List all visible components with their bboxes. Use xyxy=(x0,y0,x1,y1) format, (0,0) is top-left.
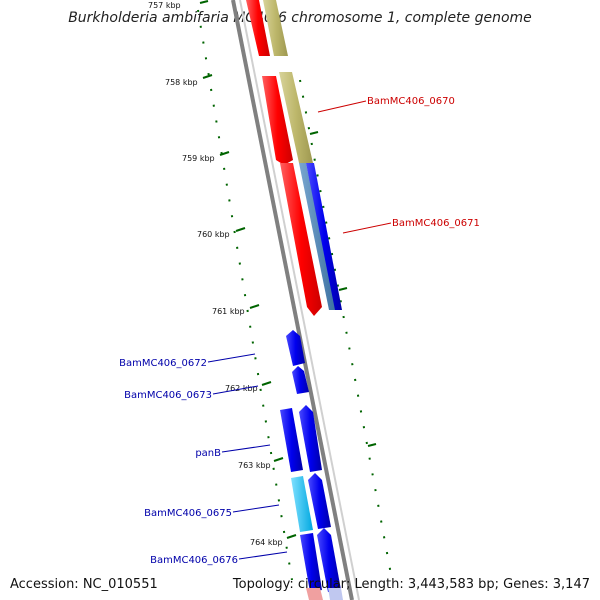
gene-features-top[interactable] xyxy=(246,0,342,316)
gene-feature-tan-1[interactable] xyxy=(263,0,288,56)
gene-label-0673[interactable]: BamMC406_0673 xyxy=(124,390,212,401)
cds-feature-0675[interactable] xyxy=(308,473,331,529)
cds-feature-0673[interactable] xyxy=(292,366,309,394)
cds-feature-red-2[interactable] xyxy=(262,76,293,165)
cds-feature-red-1[interactable] xyxy=(246,0,270,56)
gene-label-0672[interactable]: BamMC406_0672 xyxy=(119,358,207,369)
tick-group: 757 kbp 758 kbp 759 kbp 760 kbp 761 kbp … xyxy=(148,0,377,547)
cds-feature-panb-left[interactable] xyxy=(280,408,303,472)
genome-summary-text: Topology: circular; Length: 3,443,583 bp… xyxy=(232,577,590,592)
cds-feature-0672[interactable] xyxy=(286,330,305,366)
gene-feature-bottom-faded xyxy=(328,588,343,600)
cds-feature-bottom-faded xyxy=(306,588,323,600)
gene-label-0671[interactable]: BamMC406_0671 xyxy=(392,218,480,229)
tick-label-761: 761 kbp xyxy=(212,307,245,316)
cds-feature-0676-left[interactable] xyxy=(300,533,322,592)
map-title: Burkholderia ambifaria MC40-6 chromosome… xyxy=(68,10,532,26)
tick-label-760: 760 kbp xyxy=(197,230,230,239)
gene-label-0675[interactable]: BamMC406_0675 xyxy=(144,508,232,519)
tick-label-758: 758 kbp xyxy=(165,78,198,87)
accession-text: Accession: NC_010551 xyxy=(10,577,158,592)
chromosome-backbone xyxy=(231,0,360,600)
cds-feature-panb-right[interactable] xyxy=(299,405,322,472)
gene-label-panb[interactable]: panB xyxy=(195,448,221,459)
cds-feature-blue-right[interactable] xyxy=(306,163,342,310)
gene-labels-right[interactable]: BamMC406_0670 BamMC406_0671 xyxy=(317,96,480,234)
gene-labels-left[interactable]: BamMC406_0672 BamMC406_0673 panB BamMC40… xyxy=(119,353,288,566)
tick-label-764: 764 kbp xyxy=(250,538,283,547)
tick-label-763: 763 kbp xyxy=(238,461,271,470)
tick-ruler-inner xyxy=(197,9,293,581)
gene-features-bottom[interactable] xyxy=(280,330,343,600)
tick-label-757: 757 kbp xyxy=(148,1,181,10)
gene-feature-cyan[interactable] xyxy=(291,476,313,532)
cds-feature-red-3[interactable] xyxy=(280,163,322,316)
cds-feature-0676-right[interactable] xyxy=(317,528,341,592)
gene-feature-steel[interactable] xyxy=(299,163,337,310)
tick-label-759: 759 kbp xyxy=(182,154,215,163)
gene-label-0676[interactable]: BamMC406_0676 xyxy=(150,555,238,566)
gene-label-0670[interactable]: BamMC406_0670 xyxy=(367,96,455,107)
gene-feature-tan-2[interactable] xyxy=(279,72,313,163)
